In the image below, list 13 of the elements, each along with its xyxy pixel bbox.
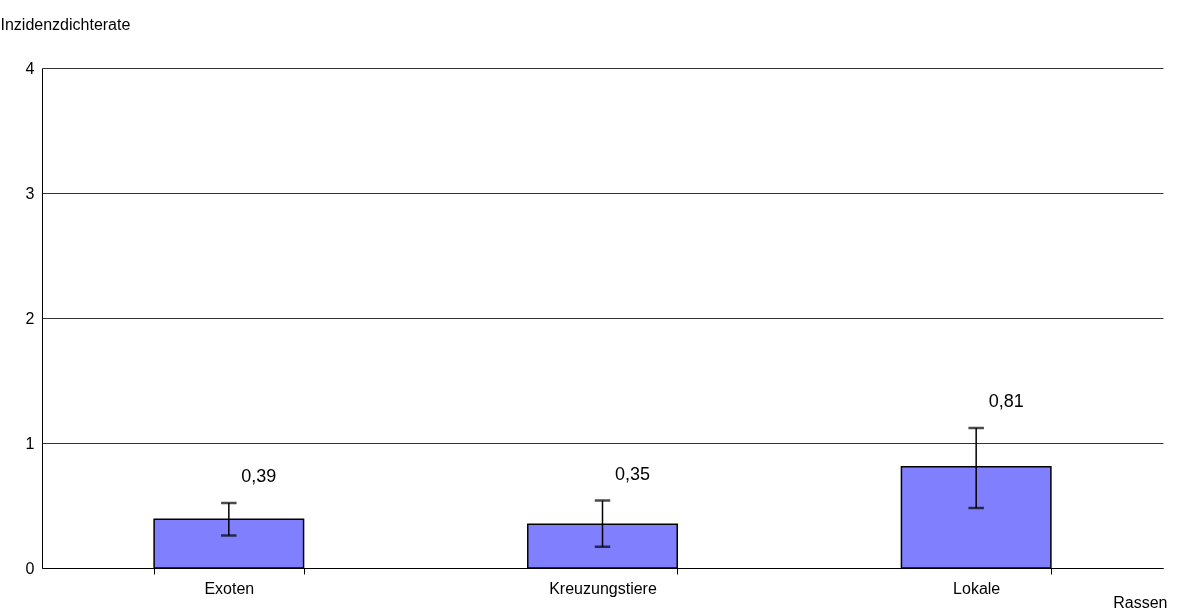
- y-tick-label: 1: [25, 434, 35, 452]
- y-tick-label: 0: [25, 559, 35, 577]
- data-label: 0,39: [241, 466, 277, 486]
- x-tick-label: Exoten: [204, 579, 255, 597]
- x-tick-label: Kreuzungstiere: [549, 579, 657, 597]
- data-label: 0,35: [614, 463, 651, 484]
- y-tick-label: 2: [25, 309, 35, 327]
- x-tick-label: Lokale: [953, 579, 1001, 597]
- y-axis-title: Inzidenzdichterate: [0, 15, 131, 33]
- x-axis-title: Rassen: [1113, 593, 1168, 611]
- y-tick-label: 3: [25, 184, 35, 202]
- data-label: 0,81: [988, 391, 1024, 411]
- y-tick-label: 4: [25, 59, 35, 77]
